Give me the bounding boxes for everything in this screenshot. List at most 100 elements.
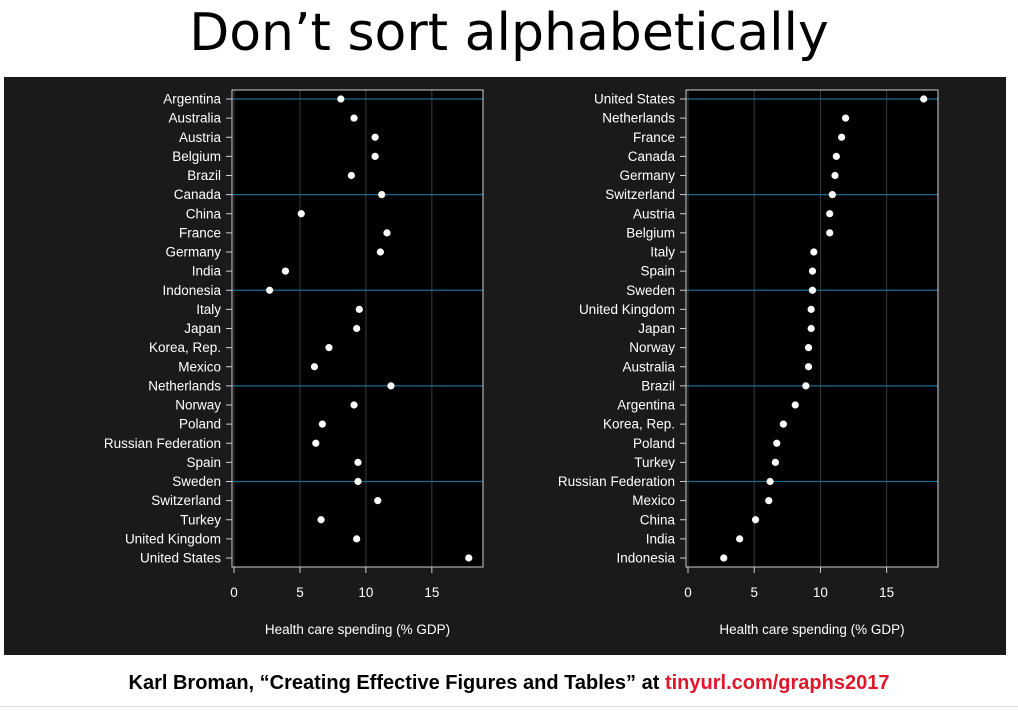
data-point — [378, 191, 386, 199]
dot-plot-1: Argentina Australia Austria Belgium Brazil Ca… — [104, 89, 484, 637]
data-point — [831, 171, 839, 180]
data-point — [310, 363, 319, 371]
data-point — [347, 171, 355, 180]
category-label: Russian Federation — [104, 436, 221, 451]
data-point — [810, 248, 818, 256]
category-label: Brazil — [641, 378, 675, 393]
data-point — [826, 210, 834, 218]
category-label: France — [633, 130, 675, 145]
data-point — [771, 458, 780, 466]
category-label: Germany — [619, 168, 675, 183]
category-label: Indonesia — [616, 551, 675, 566]
data-point — [920, 95, 928, 103]
category-label: Indonesia — [162, 283, 221, 298]
category-label: Canada — [628, 149, 676, 164]
data-point — [802, 382, 810, 390]
category-label: Japan — [184, 321, 221, 336]
category-label: United Kingdom — [125, 531, 221, 546]
data-point — [353, 324, 361, 333]
data-point — [804, 344, 813, 352]
data-point — [838, 133, 846, 141]
data-point — [808, 286, 817, 294]
category-label: Netherlands — [602, 111, 675, 126]
data-point — [371, 133, 379, 141]
x-tick-label: 15 — [879, 585, 894, 600]
category-label: China — [640, 512, 676, 527]
category-label: China — [186, 206, 222, 221]
category-label: Argentina — [617, 398, 675, 413]
category-label: Switzerland — [151, 493, 221, 508]
dot-plot-2: United States Netherlands France Canada Germ… — [558, 89, 939, 637]
data-point — [807, 305, 815, 313]
category-label: France — [179, 225, 221, 240]
category-label: United States — [594, 92, 675, 107]
x-tick-label: 15 — [424, 585, 439, 600]
data-point — [266, 286, 274, 294]
category-label: Poland — [179, 417, 221, 432]
x-tick-label: 5 — [296, 585, 304, 600]
category-label: Japan — [638, 321, 675, 336]
category-label: United States — [140, 551, 221, 566]
category-label: Turkey — [634, 455, 675, 470]
data-point — [376, 248, 384, 256]
data-point — [804, 363, 813, 371]
data-point — [371, 152, 379, 160]
data-point — [350, 114, 358, 122]
category-label: Brazil — [187, 168, 221, 183]
data-point — [826, 229, 834, 237]
x-axis-label: Health care spending (% GDP) — [265, 622, 450, 637]
category-label: Sweden — [626, 283, 675, 298]
category-label: Mexico — [178, 359, 221, 374]
data-point — [465, 554, 473, 562]
data-point — [766, 477, 774, 486]
data-point — [350, 401, 358, 409]
data-point — [297, 210, 305, 218]
data-point — [765, 497, 773, 505]
category-label: Turkey — [180, 512, 221, 527]
data-point — [318, 420, 326, 428]
category-label: Spain — [640, 264, 675, 279]
category-label: Belgium — [626, 225, 675, 240]
data-point — [841, 114, 850, 122]
data-point — [808, 267, 817, 275]
credit-line: Karl Broman, “Creating Effective Figures… — [0, 672, 1018, 695]
data-point — [353, 535, 361, 543]
data-point — [354, 458, 362, 466]
data-point — [355, 305, 363, 313]
category-label: India — [646, 531, 676, 546]
category-label: India — [192, 264, 222, 279]
data-point — [779, 420, 787, 428]
data-point — [832, 152, 840, 160]
data-point — [281, 267, 290, 275]
credit-link[interactable]: tinyurl.com/graphs2017 — [664, 672, 890, 694]
category-label: Mexico — [632, 493, 675, 508]
category-label: Italy — [650, 245, 675, 260]
figure-panel: Argentina Australia Austria Belgium Brazil Ca… — [4, 77, 1006, 655]
category-label: Italy — [196, 302, 221, 317]
category-label: Poland — [633, 436, 675, 451]
data-point — [791, 401, 799, 409]
category-label: Norway — [629, 340, 675, 355]
data-point — [807, 324, 815, 333]
category-label: Austria — [179, 130, 222, 145]
data-point — [325, 344, 333, 352]
data-point — [383, 229, 391, 237]
category-label: Russian Federation — [558, 474, 675, 489]
data-point — [317, 516, 325, 524]
category-label: Australia — [622, 359, 675, 374]
data-point — [720, 554, 728, 562]
x-axis-label: Health care spending (% GDP) — [719, 622, 904, 637]
slide-title: Don’t sort alphabetically — [189, 3, 829, 63]
data-point — [751, 516, 760, 524]
x-tick-label: 10 — [358, 585, 373, 600]
category-label: Canada — [174, 187, 222, 202]
data-point — [736, 535, 744, 543]
category-label: Korea, Rep. — [149, 340, 221, 355]
data-point — [387, 382, 395, 390]
data-point — [312, 439, 320, 447]
data-point — [773, 439, 781, 447]
data-point — [828, 191, 836, 199]
dot-plots-svg: Argentina Australia Austria Belgium Brazil Ca… — [104, 89, 939, 637]
x-tick-label: 10 — [813, 585, 828, 600]
data-point — [354, 477, 362, 486]
